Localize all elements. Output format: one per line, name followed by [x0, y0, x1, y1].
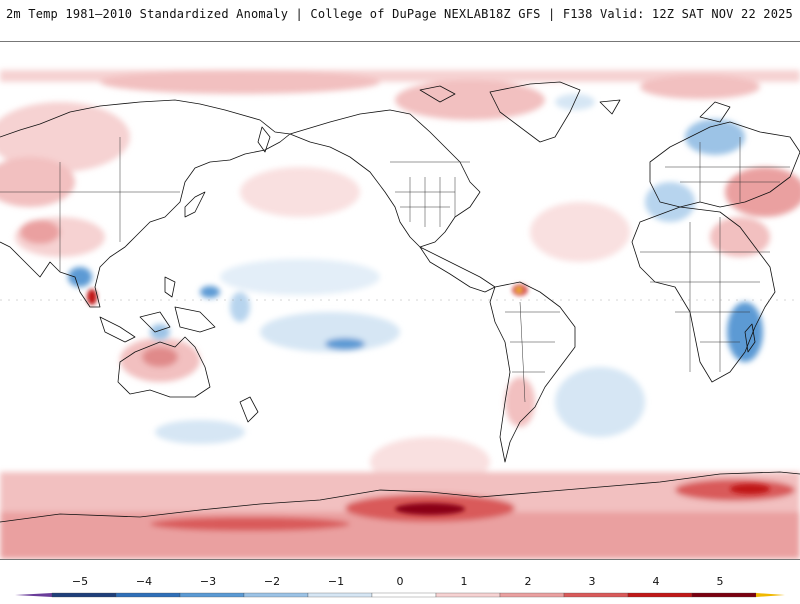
colorbar-segment: [627, 592, 693, 598]
colorbar-tick-label: 4: [652, 575, 660, 588]
colorbar-tick-label: 5: [716, 575, 724, 588]
colorbar-segment: [499, 592, 565, 598]
colorbar-tick-label: −3: [199, 575, 217, 588]
colorbar-tick-label: −4: [135, 575, 153, 588]
colorbar-tick-label: −2: [263, 575, 281, 588]
colorbar-tick-label: 3: [588, 575, 596, 588]
cool-anomaly-shading: [68, 94, 763, 444]
colorbar-segment: [51, 592, 117, 598]
colorbar-segment: [371, 592, 437, 598]
colorbar-segment: [115, 592, 181, 598]
colorbar-svg: [15, 592, 785, 598]
colorbar-arrow-low: [15, 593, 52, 597]
anomaly-map: [0, 41, 800, 560]
colorbar-tick-label: 1: [460, 575, 468, 588]
colorbar-tick-label: −5: [71, 575, 89, 588]
colorbar-segment: [691, 592, 757, 598]
colorbar-segments: [15, 592, 785, 598]
colorbar-arrow-high: [756, 593, 785, 597]
political-borders: [0, 137, 790, 403]
model-run-info: 18Z GFS | F138 Valid: 12Z SAT NOV 22 202…: [488, 7, 793, 21]
map-svg: [0, 42, 800, 559]
map-title: 2m Temp 1981–2010 Standardized Anomaly |…: [6, 7, 489, 21]
colorbar: −5 −4 −3 −2 −1 0 1 2 3 4 5: [0, 560, 800, 600]
colorbar-segment: [179, 592, 245, 598]
colorbar-tick-label: 0: [396, 575, 404, 588]
warm-anomaly-shading: [0, 70, 800, 559]
colorbar-segment: [563, 592, 629, 598]
colorbar-segment: [307, 592, 373, 598]
colorbar-tick-label: 2: [524, 575, 532, 588]
colorbar-segment: [435, 592, 501, 598]
strong-warm-cores: [87, 284, 770, 515]
colorbar-tick-label: −1: [327, 575, 345, 588]
colorbar-segment: [243, 592, 309, 598]
header: 2m Temp 1981–2010 Standardized Anomaly |…: [0, 0, 800, 28]
coastlines: [0, 81, 800, 523]
